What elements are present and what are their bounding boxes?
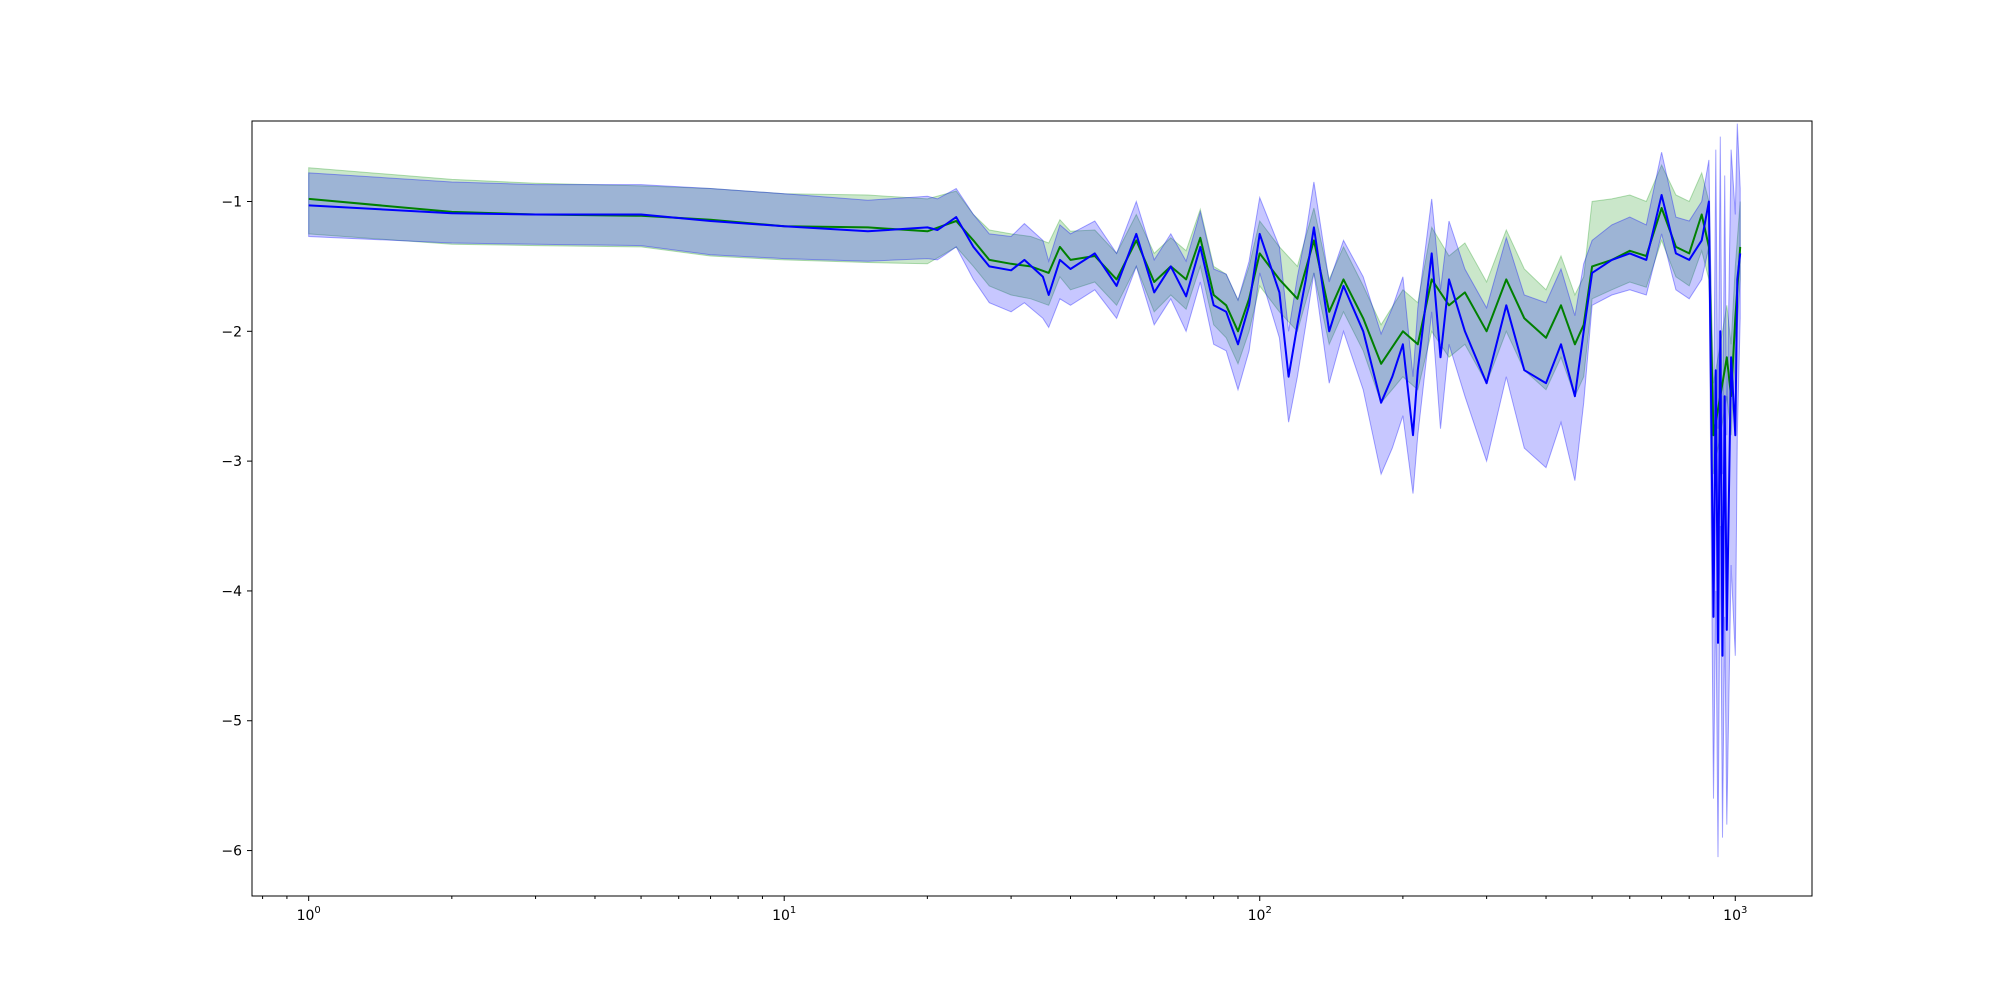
y-tick-label: −4 bbox=[221, 584, 242, 600]
x-tick-exponent: 2 bbox=[1265, 905, 1271, 916]
y-tick-label: −3 bbox=[221, 454, 242, 470]
y-tick-label: −5 bbox=[221, 714, 242, 730]
y-tick-label: −6 bbox=[221, 844, 242, 860]
confidence-bands bbox=[308, 123, 1741, 858]
series-1-line bbox=[308, 194, 1742, 657]
y-tick-label: −1 bbox=[221, 194, 242, 210]
y-tick-label: −2 bbox=[221, 324, 242, 340]
x-tick-exponent: 3 bbox=[1741, 905, 1747, 916]
y-axis: −1 −2 −3 −4 −5 −6 bbox=[221, 194, 252, 860]
x-tick-exponent: 1 bbox=[790, 905, 796, 916]
series-lines bbox=[308, 194, 1742, 657]
series-1-band bbox=[308, 123, 1741, 858]
series-0-band bbox=[308, 163, 1741, 475]
x-tick-exponent: 0 bbox=[314, 905, 320, 916]
plot-frame bbox=[251, 120, 1813, 897]
